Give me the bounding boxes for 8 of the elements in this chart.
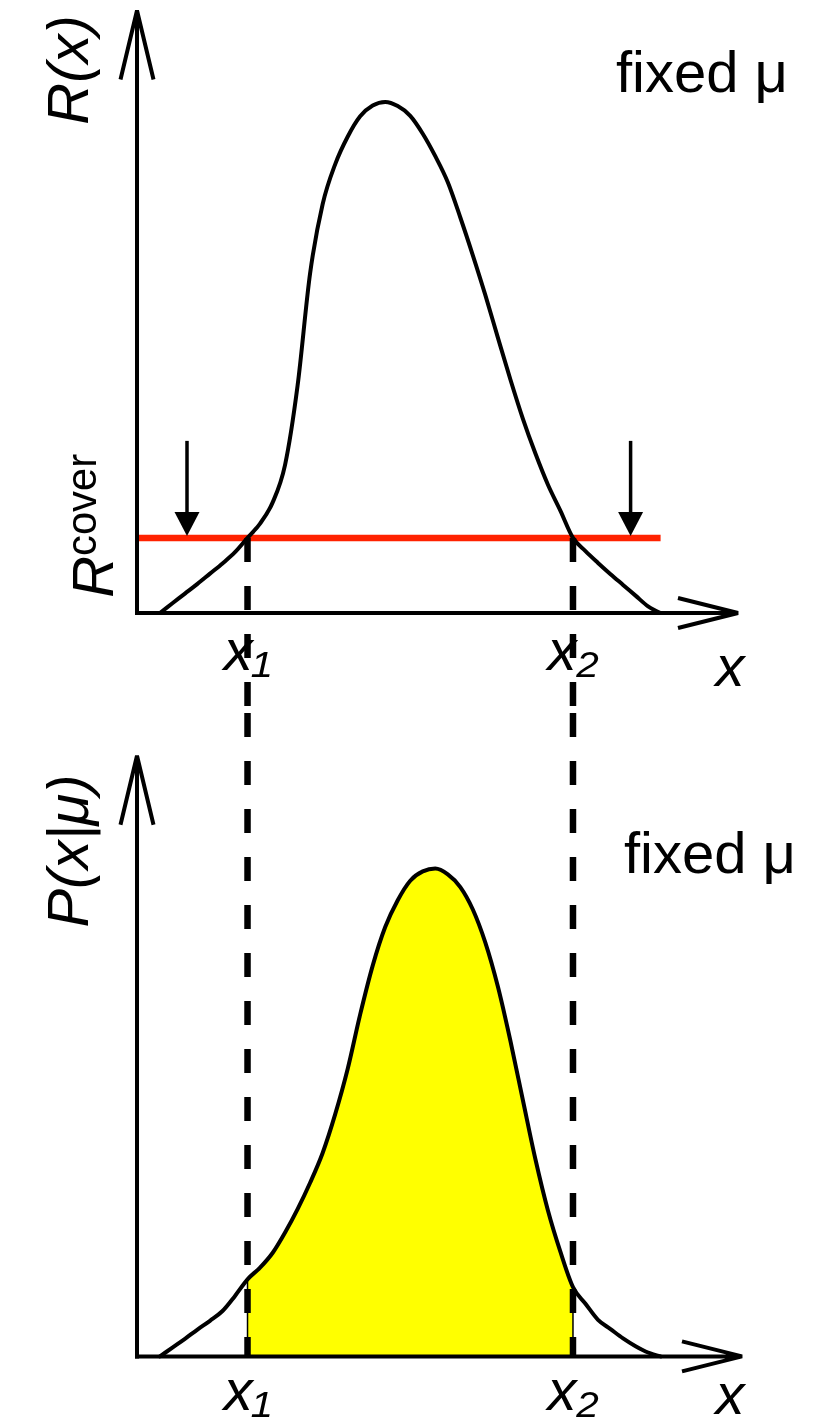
annotation: fixed μ [623,820,796,885]
y-axis-title: P(x|μ) [35,774,101,928]
x-axis-title: x [712,633,747,698]
x-axis-title: x [712,1361,747,1426]
annotation: fixed μ [615,39,788,104]
x-tick-label: x₁ [220,1357,272,1422]
y-axis-title: R(x) [35,15,100,125]
x-tick-label: x₂ [544,1357,599,1422]
